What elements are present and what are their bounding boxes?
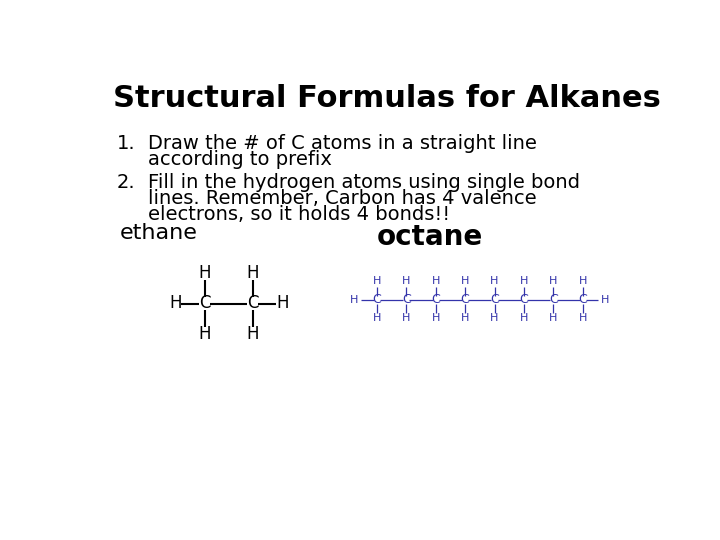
Text: H: H (490, 276, 499, 286)
Text: H: H (372, 313, 381, 323)
Text: C: C (199, 294, 210, 313)
Text: H: H (549, 313, 557, 323)
Text: H: H (199, 264, 211, 282)
Text: H: H (372, 276, 381, 286)
Text: C: C (372, 293, 381, 306)
Text: H: H (461, 276, 469, 286)
Text: according to prefix: according to prefix (148, 150, 332, 169)
Text: C: C (549, 293, 558, 306)
Text: H: H (402, 313, 410, 323)
Text: H: H (461, 313, 469, 323)
Text: H: H (549, 276, 557, 286)
Text: 1.: 1. (117, 134, 136, 153)
Text: Fill in the hydrogen atoms using single bond: Fill in the hydrogen atoms using single … (148, 173, 580, 192)
Text: H: H (276, 294, 289, 313)
Text: Structural Formulas for Alkanes: Structural Formulas for Alkanes (113, 84, 661, 113)
Text: H: H (431, 276, 440, 286)
Text: C: C (579, 293, 588, 306)
Text: C: C (461, 293, 469, 306)
Text: H: H (246, 325, 259, 343)
Text: lines. Remember, Carbon has 4 valence: lines. Remember, Carbon has 4 valence (148, 189, 536, 208)
Text: H: H (490, 313, 499, 323)
Text: H: H (579, 313, 587, 323)
Text: H: H (169, 294, 181, 313)
Text: octane: octane (377, 222, 483, 251)
Text: H: H (199, 325, 211, 343)
Text: H: H (350, 295, 359, 305)
Text: 2.: 2. (117, 173, 136, 192)
Text: H: H (579, 276, 587, 286)
Text: ethane: ethane (120, 222, 197, 242)
Text: C: C (247, 294, 258, 313)
Text: C: C (520, 293, 528, 306)
Text: H: H (601, 295, 610, 305)
Text: C: C (490, 293, 499, 306)
Text: H: H (402, 276, 410, 286)
Text: C: C (431, 293, 440, 306)
Text: H: H (520, 276, 528, 286)
Text: H: H (520, 313, 528, 323)
Text: H: H (431, 313, 440, 323)
Text: H: H (246, 264, 259, 282)
Text: electrons, so it holds 4 bonds!!: electrons, so it holds 4 bonds!! (148, 205, 450, 224)
Text: C: C (402, 293, 410, 306)
Text: Draw the # of C atoms in a straight line: Draw the # of C atoms in a straight line (148, 134, 537, 153)
